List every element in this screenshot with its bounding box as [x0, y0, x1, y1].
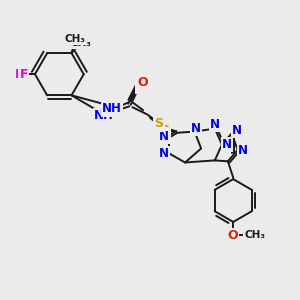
Text: N: N — [232, 124, 242, 137]
Text: F: F — [14, 68, 23, 81]
Text: CH₃: CH₃ — [244, 230, 265, 240]
Text: CH₃: CH₃ — [70, 38, 92, 48]
Text: O: O — [227, 229, 238, 242]
Text: O: O — [138, 76, 148, 89]
Text: N: N — [159, 147, 169, 160]
Text: S: S — [160, 124, 169, 137]
Text: O: O — [136, 80, 147, 93]
Text: CH₃: CH₃ — [64, 34, 85, 44]
Text: N: N — [222, 138, 232, 151]
Text: N: N — [238, 143, 248, 157]
Text: N: N — [191, 122, 201, 134]
Text: S: S — [154, 117, 164, 130]
Text: N: N — [159, 130, 169, 142]
Text: NH: NH — [94, 109, 114, 122]
Text: N: N — [210, 118, 220, 131]
Text: NH: NH — [102, 103, 122, 116]
Text: F: F — [20, 68, 28, 81]
